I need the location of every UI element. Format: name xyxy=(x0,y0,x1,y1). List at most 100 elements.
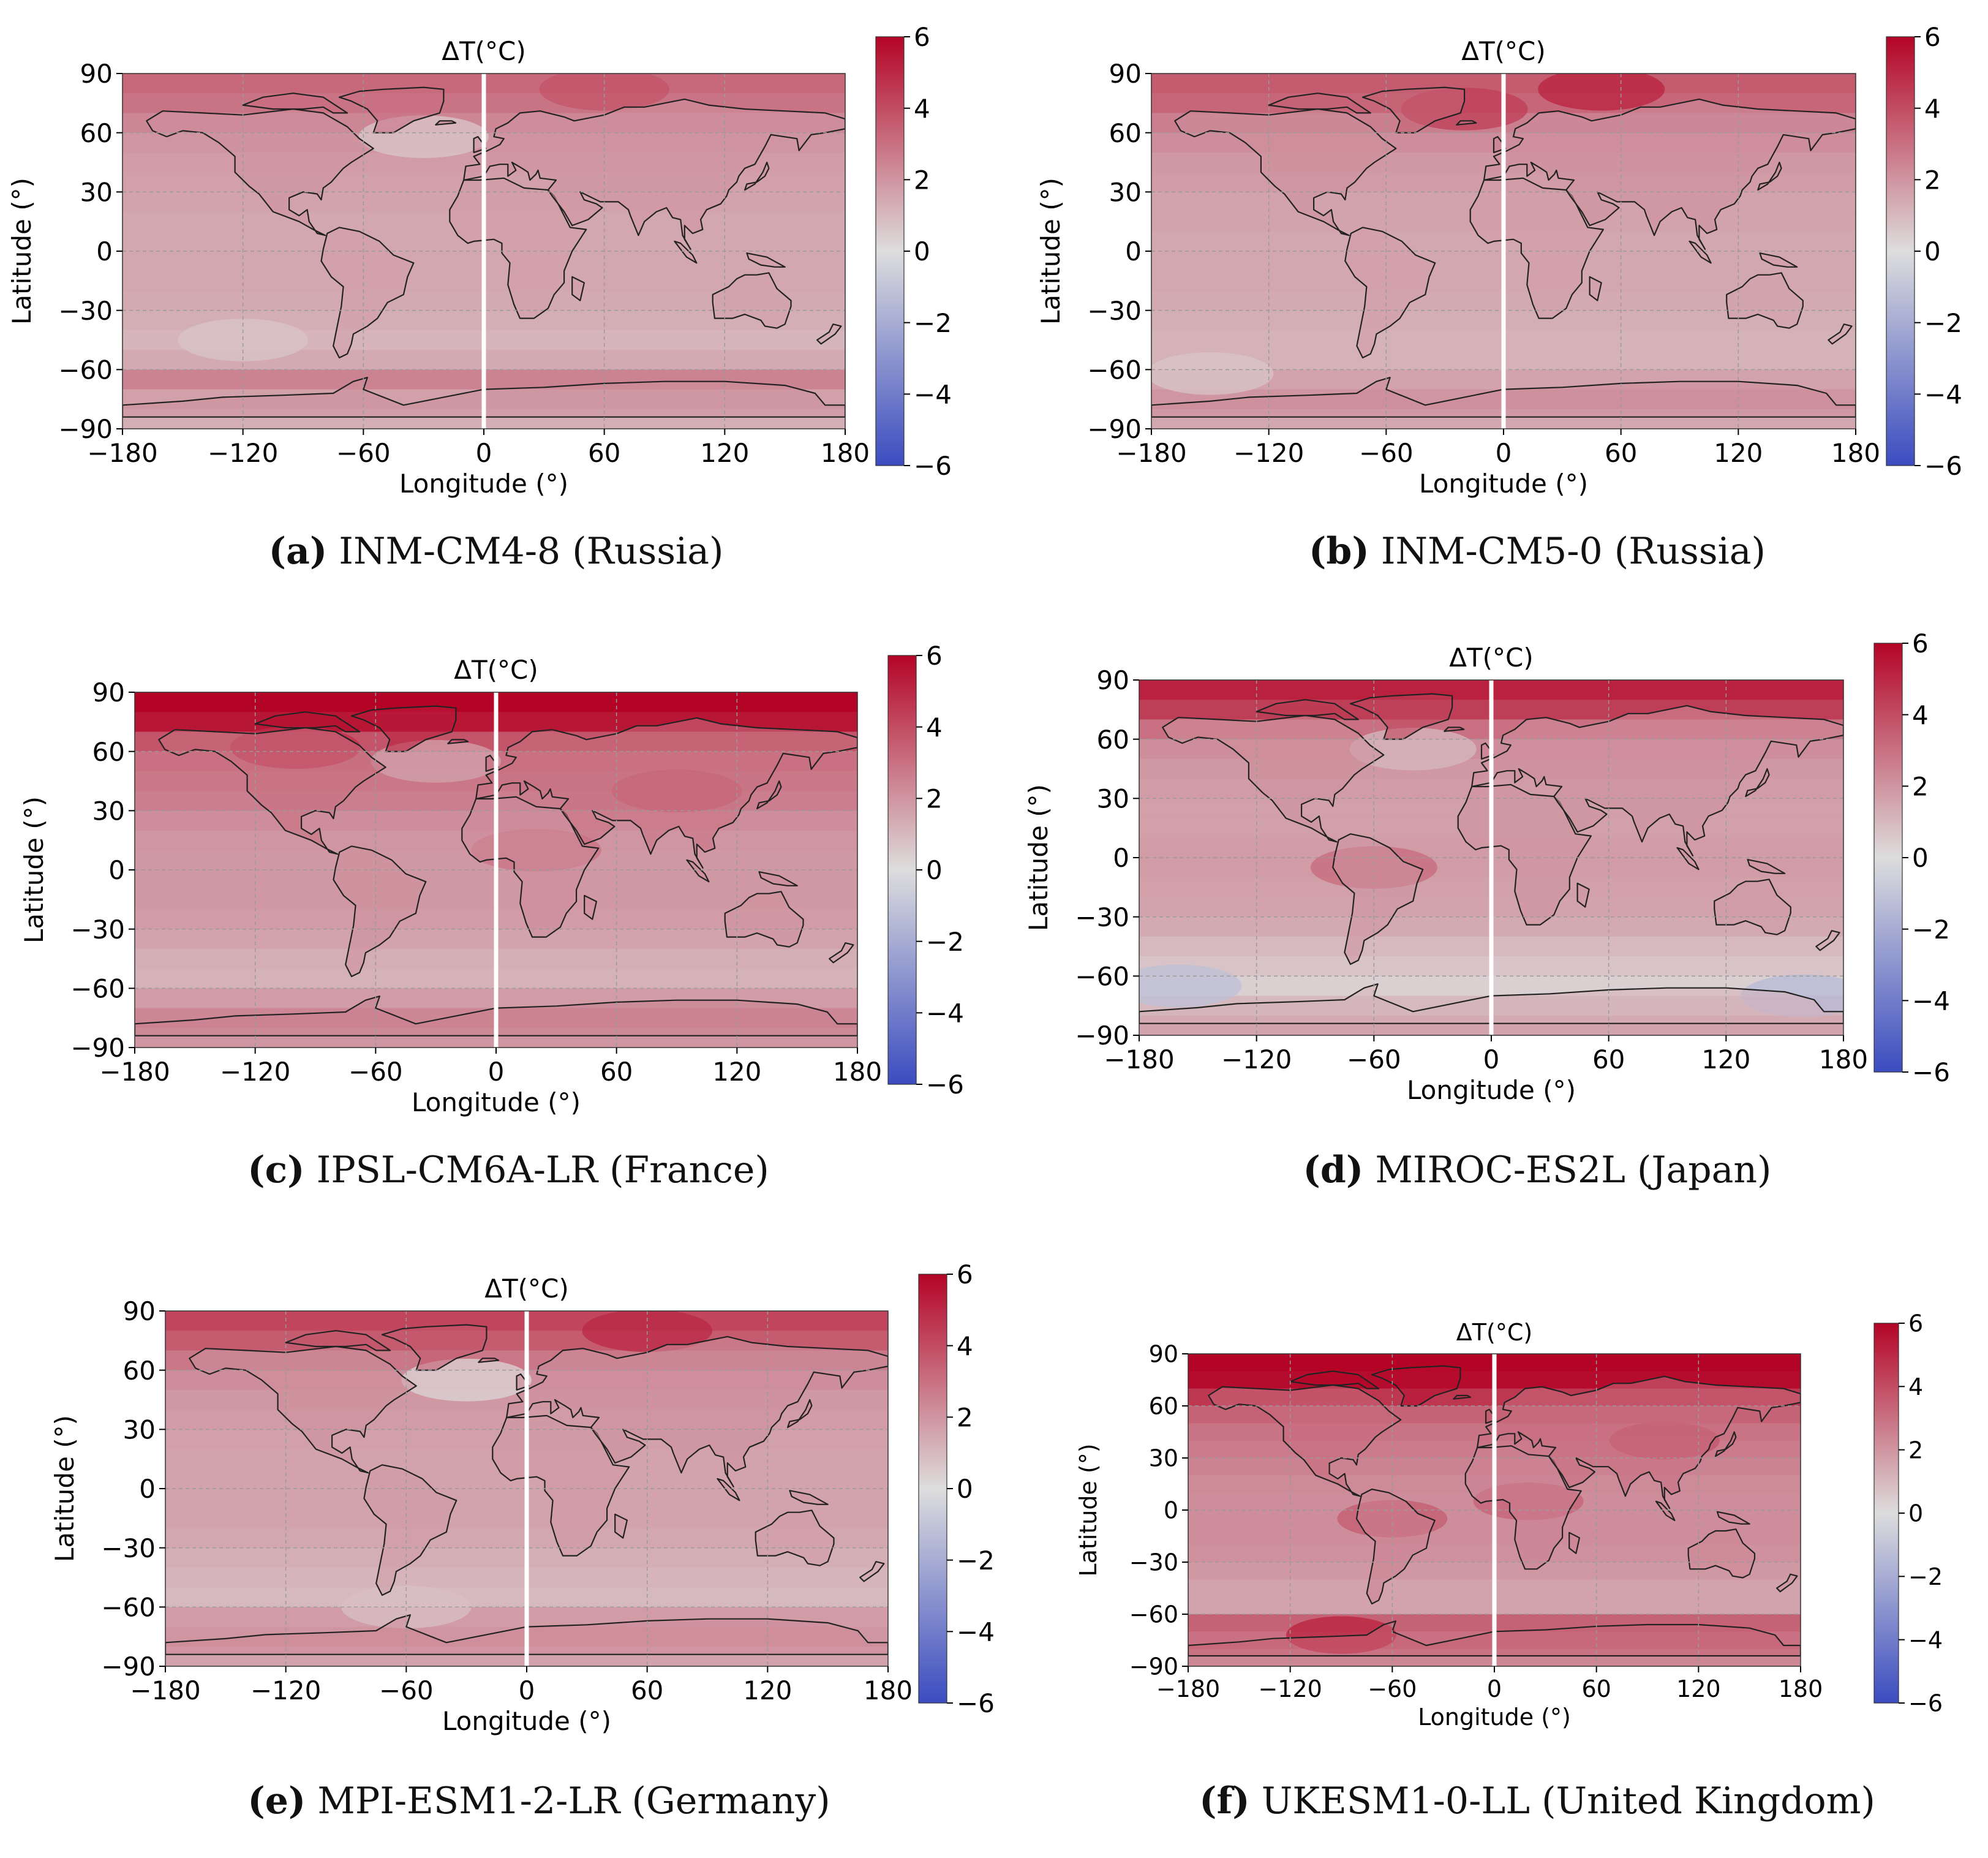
x-tick-label: 0 xyxy=(476,438,492,468)
x-tick-label: 0 xyxy=(488,1057,505,1087)
x-tick-label: −60 xyxy=(1368,1675,1417,1702)
coastline-path xyxy=(674,240,698,264)
colorbar-tick-label: −2 xyxy=(1912,915,1950,945)
x-tick-label: −60 xyxy=(336,438,391,468)
heatmap-anomaly xyxy=(1151,352,1274,395)
chart-title: ΔT(°C) xyxy=(484,1274,568,1304)
x-tick-label: 60 xyxy=(1592,1044,1625,1074)
x-axis-label: Longitude (°) xyxy=(1407,1075,1576,1105)
colorbar-tick-label: 6 xyxy=(957,1259,973,1290)
coastline-path xyxy=(789,1490,829,1505)
panel-caption-text: UKESM1-0-LL (United Kingdom) xyxy=(1249,1780,1875,1822)
x-tick-label: 180 xyxy=(1831,438,1880,468)
y-tick-label: 90 xyxy=(92,678,125,708)
y-tick-label: −30 xyxy=(1087,296,1142,326)
colorbar-tick-label: 2 xyxy=(914,165,930,195)
y-axis-label: Latitude (°) xyxy=(1023,784,1053,931)
x-tick-label: −60 xyxy=(1347,1044,1401,1074)
panel-letter: (d) xyxy=(1303,1149,1364,1191)
x-tick-label: 120 xyxy=(1714,438,1763,468)
heatmap-anomaly xyxy=(1349,727,1477,771)
coastline-path xyxy=(1687,1528,1756,1579)
y-tick-label: 0 xyxy=(1125,236,1142,266)
coastline-path xyxy=(1747,859,1786,874)
coastline-path xyxy=(363,1464,457,1596)
colorbar-tick-label: 0 xyxy=(1924,236,1941,266)
coastline-path xyxy=(1453,1394,1472,1400)
colorbar-tick-label: 6 xyxy=(914,22,930,52)
coastline-path xyxy=(1174,108,1397,236)
coastline-path xyxy=(1759,252,1798,268)
y-tick-label: −30 xyxy=(1075,902,1129,932)
coastline-path xyxy=(1456,120,1477,126)
coastline-path xyxy=(755,1509,835,1566)
colorbar-tick-label: 2 xyxy=(957,1402,973,1432)
x-tick-label: −180 xyxy=(1116,438,1186,468)
x-tick-label: −120 xyxy=(220,1057,290,1087)
panel-caption-f: (f) UKESM1-0-LL (United Kingdom) xyxy=(1199,1780,1875,1822)
colorbar-tick-label: 0 xyxy=(1908,1500,1923,1527)
coastline-path xyxy=(146,108,374,236)
x-tick-label: −60 xyxy=(379,1675,434,1705)
coastline-path xyxy=(1208,1384,1402,1497)
colorbar-tick-label: 4 xyxy=(914,94,930,124)
y-tick-label: 60 xyxy=(1109,118,1142,148)
y-tick-label: −90 xyxy=(1075,1021,1129,1051)
coastline-path xyxy=(338,86,445,134)
colorbar-tick-label: −2 xyxy=(1908,1563,1943,1590)
coastline-path xyxy=(1256,699,1359,720)
colorbar-tick-label: 2 xyxy=(1912,771,1929,801)
heatmap-anomaly xyxy=(539,74,669,111)
y-tick-label: 0 xyxy=(108,855,125,885)
y-tick-label: 90 xyxy=(1109,59,1142,89)
coastline-path xyxy=(350,705,457,752)
x-tick-label: 120 xyxy=(700,438,749,468)
colorbar-tick-label: 0 xyxy=(926,855,943,885)
y-tick-label: −60 xyxy=(1075,961,1129,991)
chart-title: ΔT(°C) xyxy=(1456,1319,1532,1346)
colorbar-tick-label: −2 xyxy=(1924,308,1962,338)
map-panel-b: −180 −120 −60 0 60 120 1809060300−30−60−90ΔT(°… xyxy=(1036,22,1962,499)
map-panel-f: −180 −120 −60 0 60 120 1809060300−30−60−90ΔT(°… xyxy=(1075,1310,1943,1731)
coastline-path xyxy=(254,711,361,733)
x-tick-label: −180 xyxy=(87,438,157,468)
colorbar-tick-label: −2 xyxy=(926,927,964,957)
y-axis-label: Latitude (°) xyxy=(50,1415,80,1562)
x-tick-label: 180 xyxy=(821,438,870,468)
coastline-path xyxy=(717,1478,740,1501)
y-tick-label: 0 xyxy=(96,236,113,266)
heatmap-anomalies xyxy=(341,1311,712,1629)
coastline-path xyxy=(435,120,457,126)
x-tick-label: 60 xyxy=(631,1675,663,1705)
coastline-path xyxy=(1576,882,1590,908)
x-tick-label: 0 xyxy=(519,1675,535,1705)
x-tick-label: 120 xyxy=(1676,1675,1721,1702)
x-tick-label: 180 xyxy=(864,1675,913,1705)
coastline-path xyxy=(1714,878,1791,935)
colorbar-tick-label: 2 xyxy=(1908,1437,1923,1463)
x-tick-label: −180 xyxy=(1156,1675,1220,1702)
coastline-path xyxy=(571,276,585,301)
coastlines xyxy=(1188,1365,1801,1657)
y-tick-label: 30 xyxy=(92,796,125,826)
coastline-path xyxy=(859,1561,885,1582)
colorbar-tick-label: 6 xyxy=(1908,1310,1923,1337)
coastline-path xyxy=(1355,1488,1436,1605)
y-tick-label: 90 xyxy=(1149,1341,1178,1368)
coastline-path xyxy=(787,1399,813,1429)
colorbar-tick-label: −4 xyxy=(914,379,952,409)
panel-caption-text: INM-CM4-8 (Russia) xyxy=(327,530,724,573)
x-tick-label: 180 xyxy=(1779,1675,1823,1702)
panel-caption-text: MIROC-ES2L (Japan) xyxy=(1363,1149,1772,1191)
y-tick-label: −60 xyxy=(58,355,113,385)
colorbar xyxy=(1873,643,1903,1073)
y-tick-label: 60 xyxy=(1149,1393,1178,1420)
y-tick-label: 60 xyxy=(92,737,125,767)
colorbar-tick-label: 6 xyxy=(1912,629,1929,659)
coastline-path xyxy=(1483,98,1856,250)
x-tick-label: 0 xyxy=(1496,438,1512,468)
coastline-path xyxy=(1757,161,1782,191)
coastline-path xyxy=(712,272,792,329)
coastline-path xyxy=(744,161,770,191)
